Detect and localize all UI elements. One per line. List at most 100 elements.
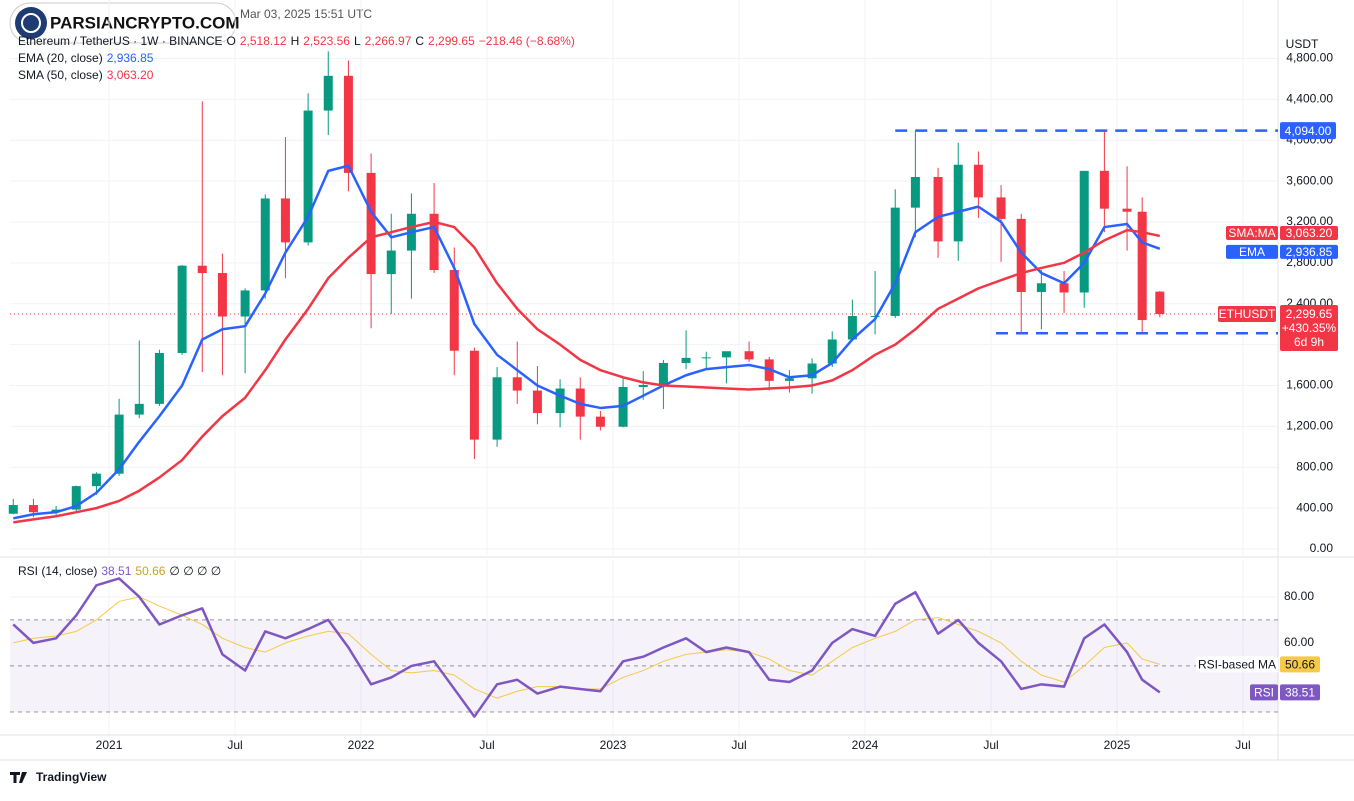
legend-value: 2,523.56 bbox=[303, 34, 350, 48]
candle-body bbox=[177, 265, 187, 353]
legend-value: 2,936.85 bbox=[107, 51, 154, 65]
series-value-tag: 2,936.85 bbox=[1286, 245, 1333, 259]
rsi-ma-value-tag: 50.66 bbox=[1285, 658, 1315, 672]
candle-body bbox=[973, 164, 983, 198]
rsi-value-tag: 38.51 bbox=[1285, 686, 1315, 700]
x-tick-label: 2024 bbox=[852, 738, 879, 752]
legend-name: EMA (20, close) bbox=[18, 51, 103, 65]
candle-body bbox=[343, 75, 353, 173]
candle-body bbox=[91, 473, 101, 487]
price-box-text: 6d 9h bbox=[1294, 335, 1324, 349]
candle-body bbox=[323, 75, 333, 111]
legend-letter: O bbox=[227, 34, 236, 48]
x-tick-label: Jul bbox=[479, 738, 494, 752]
candle-body bbox=[595, 416, 605, 427]
legend-value: 38.51 bbox=[101, 564, 131, 578]
candle-body bbox=[1122, 208, 1132, 212]
price-tag-bg bbox=[1218, 305, 1276, 322]
candle-body bbox=[1079, 170, 1089, 293]
rsi-ma-tag-bg bbox=[1196, 656, 1278, 673]
candle-body bbox=[681, 357, 691, 363]
candle-body bbox=[449, 269, 459, 351]
series-value-tag-bg bbox=[1280, 244, 1338, 259]
candle-body bbox=[28, 505, 38, 513]
ma-line bbox=[13, 220, 1161, 524]
price-box-text: +430.35% bbox=[1282, 321, 1337, 335]
y-tick-label: 4,800.00 bbox=[1286, 51, 1333, 65]
logo-frame bbox=[9, 2, 237, 44]
candle-body bbox=[114, 414, 124, 474]
candle-body bbox=[807, 363, 817, 379]
candle-body bbox=[260, 198, 270, 291]
legend-value: 2,518.12 bbox=[240, 34, 287, 48]
candle-body bbox=[429, 213, 439, 270]
logo-text: PARSIANCRYPTO.COM bbox=[50, 13, 240, 32]
candle-body bbox=[744, 351, 754, 360]
candle-body bbox=[492, 377, 502, 440]
series-tag-bg bbox=[1226, 244, 1278, 259]
candle-body bbox=[386, 250, 396, 275]
candle-body bbox=[555, 388, 565, 414]
y-tick-label: 400.00 bbox=[1296, 500, 1333, 514]
candle-body bbox=[910, 176, 920, 208]
legend-letter: H bbox=[291, 34, 300, 48]
y-tick-label: 3,200.00 bbox=[1286, 214, 1333, 228]
candle-body bbox=[638, 384, 648, 387]
rsi-tick-label: 80.00 bbox=[1284, 589, 1314, 603]
published: Mar 03, 2025 15:51 UTC bbox=[240, 7, 372, 21]
candle-body bbox=[701, 357, 711, 359]
candle-body bbox=[784, 378, 794, 381]
candle-body bbox=[1137, 211, 1147, 321]
ma-line bbox=[13, 164, 1161, 520]
level-tag: 4,094.00 bbox=[1285, 124, 1332, 138]
series-value-tag-bg bbox=[1280, 225, 1338, 240]
candle-body bbox=[1099, 170, 1109, 209]
grid bbox=[10, 0, 1278, 735]
series-tag: EMA bbox=[1239, 245, 1265, 259]
y-tick-label: 1,600.00 bbox=[1286, 378, 1333, 392]
x-tick-label: 2023 bbox=[600, 738, 627, 752]
candle-body bbox=[953, 164, 963, 242]
candle-body bbox=[71, 486, 81, 510]
legend-name: RSI (14, close) bbox=[18, 564, 97, 578]
legend-value: 2,266.97 bbox=[365, 34, 412, 48]
candle-body bbox=[721, 351, 731, 358]
candle-body bbox=[303, 110, 313, 243]
legend-name: SMA (50, close) bbox=[18, 68, 103, 82]
y-tick-label: 0.00 bbox=[1310, 541, 1334, 555]
currency: USDT bbox=[1286, 37, 1319, 51]
candle-body bbox=[366, 172, 376, 275]
legend-change: −218.46 (−8.68%) bbox=[479, 34, 575, 48]
y-tick-label: 1,200.00 bbox=[1286, 419, 1333, 433]
footer-icon bbox=[10, 772, 27, 783]
candle-body bbox=[827, 339, 837, 364]
candle-body bbox=[134, 403, 144, 415]
y-tick-label: 4,400.00 bbox=[1286, 92, 1333, 106]
candle-body bbox=[8, 505, 18, 514]
candle-body bbox=[1059, 283, 1069, 293]
x-tick-label: Jul bbox=[1235, 738, 1250, 752]
candle-body bbox=[240, 290, 250, 317]
rsi-value-tag-bg bbox=[1280, 684, 1320, 701]
candle-body bbox=[532, 390, 542, 414]
rsi-ma-value-tag-bg bbox=[1280, 656, 1320, 673]
candle-body bbox=[512, 377, 522, 391]
x-tick-label: 2021 bbox=[96, 738, 123, 752]
price-box-text: 2,299.65 bbox=[1286, 307, 1333, 321]
candle-body bbox=[1036, 283, 1046, 292]
x-tick-label: 2022 bbox=[348, 738, 375, 752]
candle-body bbox=[658, 362, 668, 385]
y-tick-label: 800.00 bbox=[1296, 459, 1333, 473]
legend-letter: C bbox=[415, 34, 424, 48]
level-tag-bg bbox=[1280, 122, 1336, 140]
series-value-tag: 3,063.20 bbox=[1286, 226, 1333, 240]
candle-body bbox=[870, 315, 880, 317]
logo-icon-ring bbox=[21, 13, 41, 33]
rsi-ma-tag: RSI-based MA bbox=[1198, 658, 1276, 672]
logo: PARSIANCRYPTO.COM bbox=[9, 2, 240, 44]
x-tick-label: Jul bbox=[227, 738, 242, 752]
candle-body bbox=[154, 352, 164, 404]
